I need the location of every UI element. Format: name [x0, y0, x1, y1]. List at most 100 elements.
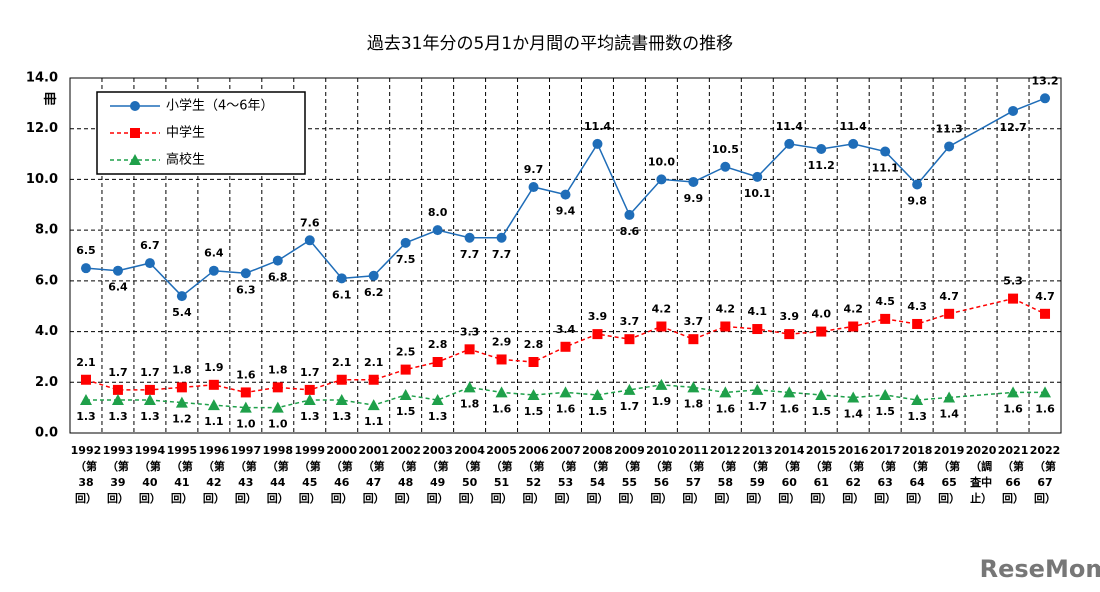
marker	[368, 270, 379, 281]
data-label: 11.4	[840, 120, 867, 133]
x-tick-label: 47	[366, 476, 381, 489]
x-tick-label: （第	[842, 459, 864, 473]
chart-title: 過去31年分の5月1か月間の平均読書冊数の推移	[367, 34, 733, 54]
x-tick-label: 回）	[714, 491, 736, 505]
x-tick-label: （第	[650, 459, 672, 473]
marker	[496, 232, 507, 243]
marker	[271, 401, 284, 413]
x-tick-label: （第	[139, 459, 161, 473]
x-tick-label: 1994	[135, 444, 166, 457]
x-tick-label: 58	[718, 476, 733, 489]
data-label: 1.7	[748, 400, 768, 413]
data-label: 4.2	[716, 303, 736, 316]
data-label: 1.5	[588, 405, 608, 418]
x-tick-label: （第	[491, 459, 513, 473]
data-label: 1.7	[140, 366, 160, 379]
marker	[1039, 386, 1052, 398]
data-label: 5.4	[172, 306, 192, 319]
data-label: 8.6	[620, 225, 640, 238]
legend-label: 高校生	[166, 152, 205, 168]
x-tick-label: 回）	[1034, 491, 1056, 505]
data-label: 2.5	[396, 346, 416, 359]
x-tick-label: 2020	[966, 444, 997, 457]
marker	[784, 138, 795, 149]
x-tick-label: 回）	[938, 491, 960, 505]
marker	[624, 334, 635, 345]
marker	[368, 374, 379, 385]
y-tick-label: 2.0	[35, 375, 58, 390]
marker	[175, 396, 188, 408]
x-tick-label: 65	[941, 476, 956, 489]
marker	[112, 265, 123, 276]
marker	[559, 386, 572, 398]
data-label: 6.1	[332, 288, 352, 301]
x-tick-label: 2017	[870, 444, 901, 457]
y-tick-label: 8.0	[35, 223, 58, 238]
marker	[431, 394, 444, 406]
marker	[1008, 105, 1019, 116]
marker	[655, 378, 668, 390]
x-tick-label: 1996	[199, 444, 230, 457]
x-tick-label: （第	[746, 459, 768, 473]
data-label: 1.6	[556, 402, 576, 415]
marker	[399, 388, 412, 400]
x-tick-label: （第	[523, 459, 545, 473]
marker	[911, 394, 924, 406]
data-label: 1.8	[172, 363, 192, 376]
data-label: 1.6	[1003, 402, 1023, 415]
x-tick-label: 回）	[171, 491, 193, 505]
data-label: 1.6	[492, 402, 512, 415]
marker	[1040, 93, 1051, 104]
x-tick-label: 54	[590, 476, 606, 489]
data-label: 1.1	[204, 415, 224, 428]
marker	[751, 383, 764, 395]
data-label: 1.3	[332, 410, 352, 423]
x-tick-label: 回）	[842, 491, 864, 505]
data-label: 1.4	[939, 408, 959, 421]
x-tick-label: 44	[270, 476, 286, 489]
marker	[336, 273, 347, 284]
marker	[656, 174, 667, 185]
x-tick-label: 回）	[139, 491, 161, 505]
marker	[143, 394, 156, 406]
data-label: 1.8	[268, 363, 288, 376]
x-tick-label: （第	[75, 459, 97, 473]
x-tick-label: 56	[654, 476, 670, 489]
marker	[208, 379, 219, 390]
x-tick-label: （第	[906, 459, 928, 473]
x-tick-label: 回）	[363, 491, 385, 505]
x-tick-label: 42	[206, 476, 221, 489]
data-label: 4.7	[1035, 290, 1055, 303]
x-tick-label: （第	[1002, 459, 1024, 473]
x-tick-label: 2002	[390, 444, 421, 457]
data-label: 6.3	[236, 283, 256, 296]
x-tick-label: 1997	[231, 444, 262, 457]
x-tick-label: 回）	[1002, 491, 1024, 505]
marker	[272, 382, 283, 393]
legend-marker	[130, 128, 140, 138]
x-tick-label: （第	[267, 459, 289, 473]
x-tick-label: 2013	[742, 444, 773, 457]
marker	[111, 394, 124, 406]
data-label: 6.5	[76, 244, 96, 257]
marker	[144, 258, 155, 269]
marker	[784, 329, 795, 340]
y-tick-label: 0.0	[35, 426, 58, 441]
x-tick-label: 1999	[294, 444, 325, 457]
data-label: 4.3	[907, 300, 927, 313]
x-tick-label: 38	[78, 476, 93, 489]
x-tick-label: 2016	[838, 444, 869, 457]
marker	[240, 268, 251, 279]
data-label: 7.5	[396, 253, 416, 266]
x-tick-label: 2022	[1030, 444, 1061, 457]
marker	[912, 318, 923, 329]
data-label: 1.0	[268, 418, 288, 431]
marker	[848, 138, 859, 149]
data-label: 1.8	[460, 397, 480, 410]
data-label: 1.6	[1035, 402, 1055, 415]
x-tick-label: 1992	[71, 444, 102, 457]
marker	[847, 391, 860, 403]
x-tick-label: 回）	[523, 491, 545, 505]
x-tick-label: 2000	[326, 444, 357, 457]
data-label: 6.4	[108, 281, 128, 294]
